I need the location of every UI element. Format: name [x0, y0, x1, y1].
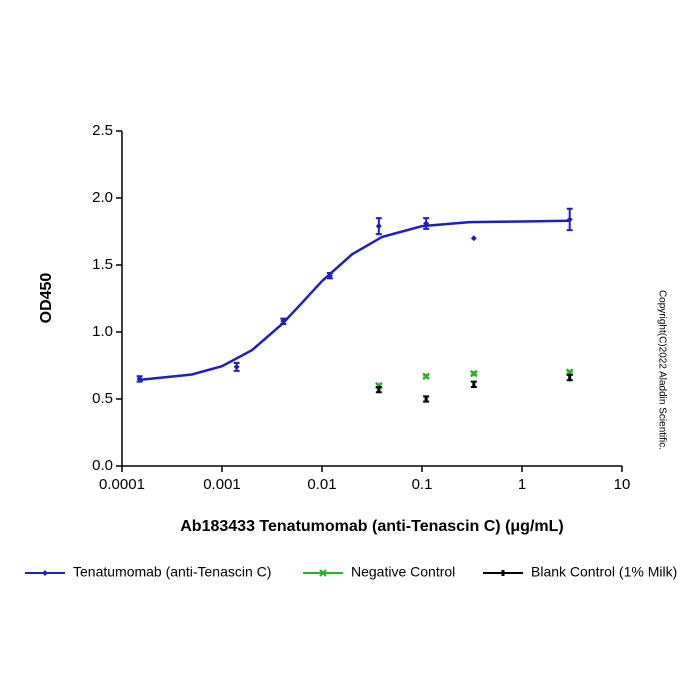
legend-marker — [319, 569, 327, 577]
x-tick-label: 1 — [518, 476, 526, 493]
y-tick-label: 1.5 — [92, 256, 113, 273]
y-axis-label: OD450 — [38, 273, 55, 324]
point — [423, 220, 430, 227]
legend-marker — [501, 570, 505, 576]
legend-label: Tenatumomab (anti-Tenascin C) — [73, 564, 271, 580]
point — [472, 381, 476, 388]
x-tick-label: 10 — [614, 476, 631, 493]
point — [568, 374, 572, 381]
point — [470, 235, 477, 242]
x-tick-label: 0.001 — [203, 476, 241, 493]
y-tick-label: 2.0 — [92, 189, 113, 206]
point — [375, 223, 382, 230]
point — [377, 386, 381, 393]
point — [233, 363, 240, 370]
y-tick-label: 2.5 — [92, 122, 113, 139]
legend-label: Negative Control — [351, 564, 455, 580]
legend-label: Blank Control (1% Milk) — [531, 564, 677, 580]
x-tick-label: 0.1 — [412, 476, 433, 493]
point — [470, 369, 478, 378]
x-axis-label: Ab183433 Tenatumomab (anti-Tenascin C) (… — [180, 518, 563, 535]
point — [326, 272, 333, 279]
point — [566, 216, 573, 223]
legend-marker — [42, 570, 48, 576]
y-tick-label: 1.0 — [92, 323, 113, 340]
x-tick-label: 0.01 — [307, 476, 336, 493]
x-tick-label: 0.0001 — [99, 476, 145, 493]
y-tick-label: 0.5 — [92, 390, 113, 407]
point — [422, 372, 430, 380]
copyright: Copyright(C)2022 Aladdin Scientific. — [656, 290, 667, 450]
point — [280, 318, 287, 325]
point — [136, 375, 143, 382]
fit-curve — [139, 219, 570, 382]
point — [424, 396, 428, 402]
y-tick-label: 0.0 — [92, 457, 113, 474]
